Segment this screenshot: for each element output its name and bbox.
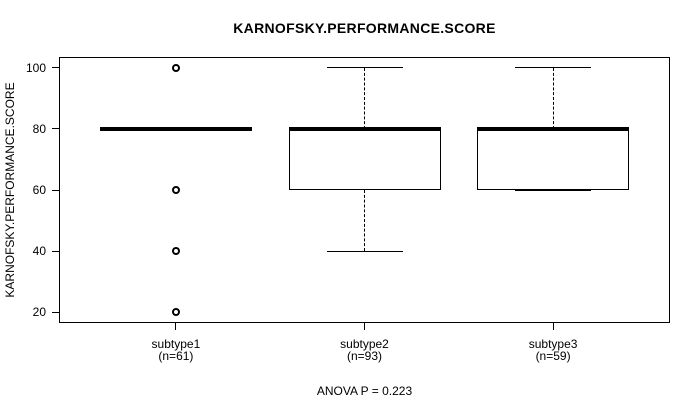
x-category-label: subtype3 (n=59): [493, 337, 613, 363]
x-category-n: (n=93): [346, 348, 383, 363]
y-axis-label: KARNOFSKY.PERFORMANCE.SCORE: [3, 82, 17, 298]
y-tick-label: 80: [32, 121, 46, 136]
y-tick-label: 20: [32, 305, 46, 320]
y-tick-label: 40: [32, 244, 46, 259]
x-category-name: subtype1: [151, 337, 201, 351]
box: [288, 128, 441, 190]
plot-area: [59, 57, 670, 323]
median-line: [477, 126, 630, 131]
outlier-point: [171, 308, 180, 317]
outlier-point: [171, 63, 180, 72]
whisker-cap-lower: [515, 189, 592, 191]
x-category-label: subtype1 (n=61): [116, 337, 236, 363]
x-category-label: subtype2 (n=93): [305, 337, 425, 363]
x-category-n: (n=59): [535, 348, 571, 363]
whisker-cap-upper: [326, 67, 403, 69]
chart-title: KARNOFSKY.PERFORMANCE.SCORE: [233, 20, 496, 36]
outlier-point: [171, 247, 180, 256]
y-tick: [52, 128, 59, 130]
outlier-point: [171, 186, 180, 194]
x-category-name: subtype3: [528, 337, 578, 351]
y-tick: [52, 311, 59, 313]
whisker-upper: [552, 67, 554, 129]
y-tick: [52, 67, 59, 69]
median-line: [99, 126, 252, 131]
x-category-n: (n=61): [158, 348, 194, 363]
median-line: [288, 126, 441, 131]
box: [477, 128, 630, 190]
whisker-lower: [364, 190, 365, 252]
x-tick: [175, 323, 177, 330]
x-category-name: subtype2: [340, 337, 389, 351]
y-tick: [52, 250, 59, 252]
x-tick: [552, 323, 554, 330]
y-tick: [52, 189, 59, 191]
y-tick-label: 100: [25, 60, 46, 75]
anova-p-value: ANOVA P = 0.223: [316, 384, 413, 398]
y-tick-label: 60: [32, 183, 46, 197]
x-tick: [364, 323, 365, 330]
whisker-upper: [364, 67, 365, 129]
whisker-cap-lower: [326, 250, 403, 252]
whisker-cap-upper: [515, 67, 592, 69]
